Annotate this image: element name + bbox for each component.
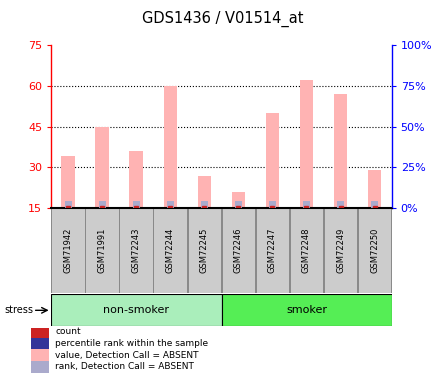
Bar [119,208,153,292]
Text: percentile rank within the sample: percentile rank within the sample [55,339,209,348]
Bar [61,156,75,208]
Bar [31,350,49,361]
Bar [51,208,85,292]
Bar [85,208,119,292]
Bar [31,361,49,373]
Bar [154,208,187,292]
Text: non-smoker: non-smoker [103,305,169,315]
Bar [222,294,392,326]
Bar [167,201,174,208]
Text: GSM71942: GSM71942 [64,228,73,273]
Bar [324,208,357,292]
Bar [201,201,208,208]
Bar [290,208,324,292]
Text: GSM72250: GSM72250 [370,228,379,273]
Bar [187,208,221,292]
Bar [222,208,255,292]
Bar [198,176,211,208]
Text: GSM72243: GSM72243 [132,228,141,273]
Bar [31,326,49,338]
Bar [133,201,140,208]
Bar [299,80,313,208]
Text: value, Detection Call = ABSENT: value, Detection Call = ABSENT [55,351,199,360]
Text: GSM72244: GSM72244 [166,228,175,273]
Text: GSM72245: GSM72245 [200,228,209,273]
Text: GSM72246: GSM72246 [234,228,243,273]
Text: GSM72247: GSM72247 [268,228,277,273]
Bar [51,294,222,326]
Bar [31,338,49,350]
Bar [129,151,143,208]
Bar [334,94,348,208]
Bar [231,192,245,208]
Text: GSM71991: GSM71991 [98,228,107,273]
Bar [163,86,177,208]
Bar [371,201,378,208]
Bar [368,170,381,208]
Bar [95,127,109,208]
Bar [269,201,276,208]
Text: count: count [55,327,81,336]
Bar [235,201,242,208]
Text: smoker: smoker [286,305,327,315]
Bar [266,113,279,208]
Text: GSM72248: GSM72248 [302,228,311,273]
Bar [65,201,72,208]
Text: stress: stress [4,305,33,315]
Bar [99,201,105,208]
Bar [358,208,392,292]
Bar [337,201,344,208]
Text: GDS1436 / V01514_at: GDS1436 / V01514_at [142,11,303,27]
Text: rank, Detection Call = ABSENT: rank, Detection Call = ABSENT [55,362,194,371]
Text: GSM72249: GSM72249 [336,228,345,273]
Bar [303,201,310,208]
Bar [255,208,289,292]
